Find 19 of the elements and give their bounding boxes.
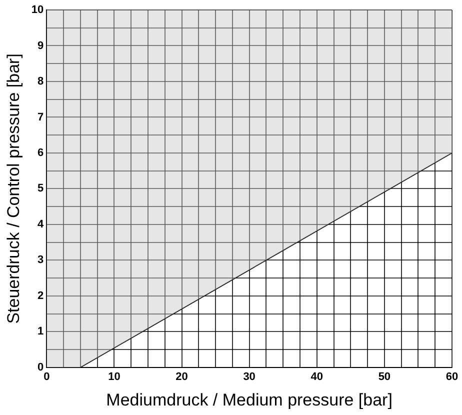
- y-tick-label: 0: [38, 361, 44, 374]
- y-tick-label: 7: [38, 111, 44, 124]
- y-tick-label: 5: [38, 182, 44, 195]
- y-tick-label: 2: [38, 290, 44, 302]
- x-axis-title: Mediumdruck / Medium pressure [bar]: [106, 390, 392, 410]
- x-tick-label: 30: [243, 371, 256, 384]
- x-tick-label: 50: [378, 371, 391, 384]
- x-tick-label: 40: [310, 371, 324, 384]
- y-tick-label: 8: [38, 76, 44, 88]
- x-tick-label: 20: [176, 371, 188, 384]
- y-tick-label: 3: [38, 254, 44, 266]
- x-tick-label: 10: [108, 371, 120, 384]
- y-tick-label: 4: [38, 218, 45, 230]
- x-tick-label: 60: [446, 371, 458, 384]
- y-tick-label: 6: [38, 146, 44, 159]
- y-tick-label: 1: [38, 326, 44, 338]
- y-axis-title: Steuerdruck / Control pressure [bar]: [4, 54, 23, 324]
- y-tick-label: 9: [38, 40, 44, 52]
- y-tick-label: 10: [31, 4, 44, 16]
